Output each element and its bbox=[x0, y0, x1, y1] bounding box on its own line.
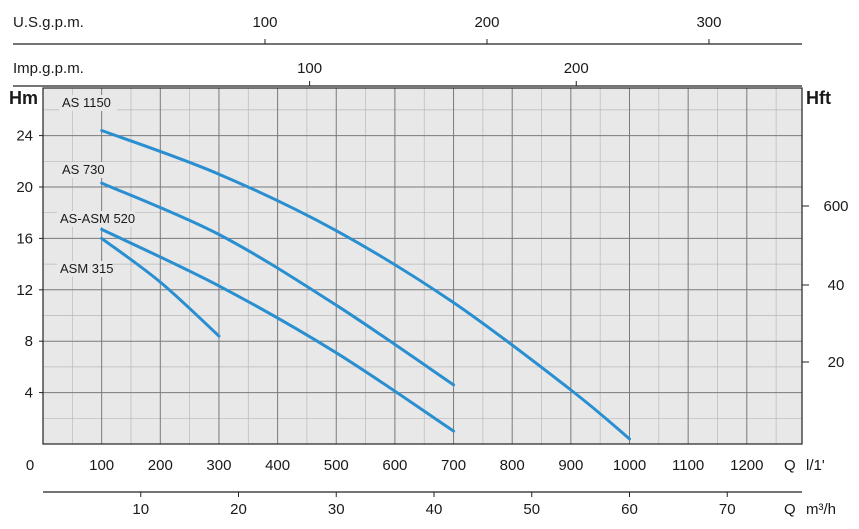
axes bbox=[13, 43, 803, 493]
curve-asm-315 bbox=[100, 236, 221, 338]
plot-background bbox=[43, 88, 802, 444]
top-usgpm-tick-label: 300 bbox=[696, 14, 721, 31]
bottom-m3h-tick-label: 70 bbox=[719, 501, 736, 518]
top-usgpm-axis-label: U.S.g.p.m. bbox=[13, 14, 84, 31]
curve-label: AS 730 bbox=[62, 162, 105, 177]
left-head-tick-label: 16 bbox=[16, 230, 33, 247]
curve-as-730 bbox=[100, 181, 456, 387]
major-grid bbox=[43, 88, 802, 444]
curve-label-background bbox=[59, 95, 117, 111]
right-head-axis-label: Hft bbox=[806, 88, 831, 108]
curve-label: ASM 315 bbox=[60, 261, 113, 276]
bottom-flow-tick-label: 0 bbox=[26, 457, 34, 474]
right-head-tick-label: 600 bbox=[823, 198, 848, 215]
bottom-m3h-tick-label: 40 bbox=[426, 501, 443, 518]
bottom-flow-tick-label: 900 bbox=[558, 457, 583, 474]
bottom-m3h-tick-label: 60 bbox=[621, 501, 638, 518]
bottom-m3h-unit-label: m³/h bbox=[806, 501, 836, 518]
curves bbox=[100, 129, 631, 441]
tick-labels: 0 100 200 300 400 500 600 700 800 900 1000 1100 1200… bbox=[16, 14, 848, 518]
minor-grid bbox=[43, 88, 802, 444]
right-head-tick-label: 40 bbox=[828, 277, 845, 294]
bottom-m3h-tick-label: 50 bbox=[523, 501, 540, 518]
curve-as-1150 bbox=[100, 129, 631, 441]
curve-label-background bbox=[57, 261, 113, 277]
left-head-axis-label: Hm bbox=[9, 88, 38, 108]
bottom-flow-tick-label: 1000 bbox=[613, 457, 646, 474]
top-impgpm-tick-label: 200 bbox=[564, 60, 589, 77]
top-usgpm-tick-label: 200 bbox=[474, 14, 499, 31]
bottom-flow-tick-label: 600 bbox=[382, 457, 407, 474]
bottom-flow-tick-label: 500 bbox=[324, 457, 349, 474]
bottom-flow-q-label: Q bbox=[784, 457, 796, 474]
bottom-flow-tick-label: 800 bbox=[500, 457, 525, 474]
bottom-flow-tick-label: 400 bbox=[265, 457, 290, 474]
bottom-m3h-tick-label: 10 bbox=[132, 501, 149, 518]
curve-label: AS-ASM 520 bbox=[60, 211, 135, 226]
curve-label: AS 1150 bbox=[62, 95, 111, 110]
bottom-m3h-tick-label: 20 bbox=[230, 501, 247, 518]
bottom-m3h-tick-label: 30 bbox=[328, 501, 345, 518]
bottom-flow-tick-label: 100 bbox=[89, 457, 114, 474]
bottom-flow-tick-label: 200 bbox=[148, 457, 173, 474]
plot-frame bbox=[42, 87, 803, 445]
left-head-tick-label: 8 bbox=[25, 333, 33, 350]
left-head-tick-label: 12 bbox=[16, 282, 33, 299]
left-head-tick-label: 20 bbox=[16, 179, 33, 196]
bottom-flow-unit-label: l/1' bbox=[806, 457, 825, 474]
bottom-flow-tick-label: 1100 bbox=[672, 457, 704, 474]
curve-labels: AS 1150 AS 730 AS-ASM 520 ASM 315 bbox=[57, 95, 135, 277]
top-usgpm-tick-label: 100 bbox=[252, 14, 277, 31]
curve-as-asm-520 bbox=[100, 227, 456, 433]
top-impgpm-axis-label: Imp.g.p.m. bbox=[13, 60, 84, 77]
left-head-tick-label: 24 bbox=[16, 128, 33, 145]
curve-label-background bbox=[59, 162, 113, 178]
bottom-flow-tick-label: 1200 bbox=[730, 457, 763, 474]
bottom-flow-tick-label: 700 bbox=[441, 457, 466, 474]
bottom-flow-tick-label: 300 bbox=[206, 457, 231, 474]
curve-label-background bbox=[57, 211, 135, 227]
bottom-m3h-q-label: Q bbox=[784, 501, 796, 518]
right-head-tick-label: 20 bbox=[828, 354, 845, 371]
top-impgpm-tick-label: 100 bbox=[297, 60, 322, 77]
left-head-tick-label: 4 bbox=[25, 385, 33, 402]
